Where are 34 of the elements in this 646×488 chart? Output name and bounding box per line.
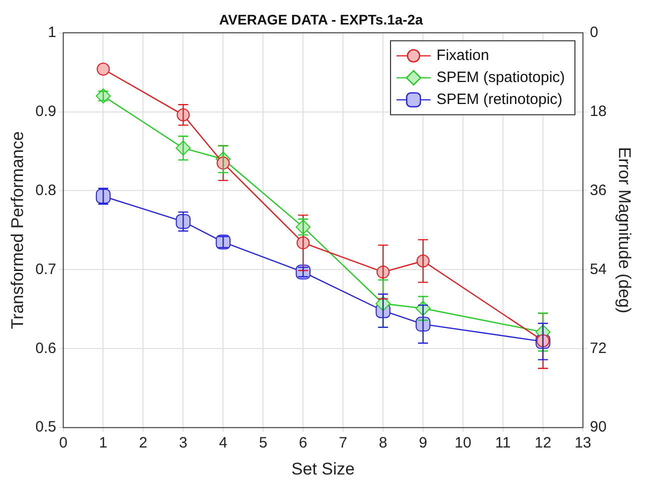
x-tick-label: 7 — [338, 434, 348, 452]
x-axis-title: Set Size — [291, 459, 355, 478]
x-tick-label: 13 — [574, 434, 592, 452]
x-tick-label: 10 — [454, 434, 472, 452]
x-tick-label: 8 — [378, 434, 388, 452]
x-tick-label: 9 — [418, 434, 428, 452]
x-tick-label: 11 — [495, 434, 511, 452]
x-tick-label: 5 — [258, 434, 268, 452]
y2-axis-title: Error Magnitude (deg) — [615, 147, 634, 314]
y-tick-label: 1 — [48, 24, 56, 41]
x-tick-label: 6 — [298, 434, 308, 452]
x-tick-label: 12 — [534, 434, 552, 452]
y2-tick-label: 54 — [590, 260, 607, 278]
y2-tick-label: 72 — [590, 340, 607, 357]
y2-tick-label: 90 — [590, 418, 607, 436]
x-tick-label: 4 — [218, 434, 228, 452]
point — [96, 62, 110, 76]
y-axis-title: Transformed Performance — [8, 131, 27, 330]
y-tick-label: 0.5 — [35, 418, 56, 436]
legend-label: SPEM (spatiotopic) — [436, 68, 565, 86]
x-tick-label: 1 — [99, 434, 108, 452]
chart-title: AVERAGE DATA - EXPTs.1a-2a — [219, 11, 424, 28]
y2-tick-label: 0 — [590, 24, 598, 41]
y-tick-label: 0.6 — [35, 340, 56, 357]
x-tick-label: 3 — [179, 434, 188, 452]
x-tick-label: 2 — [139, 434, 148, 452]
x-tick-label: 0 — [59, 434, 68, 452]
y-tick-label: 0.7 — [35, 260, 56, 278]
y-tick-label: 0.8 — [35, 182, 56, 199]
legend-label: Fixation — [436, 46, 490, 64]
legend-label: SPEM (retinotopic) — [436, 90, 562, 108]
y2-tick-label: 18 — [590, 102, 607, 120]
y-tick-label: 0.9 — [35, 102, 56, 120]
y2-tick-label: 36 — [590, 182, 607, 199]
